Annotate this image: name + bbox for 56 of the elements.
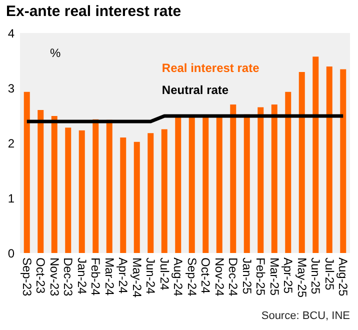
bar bbox=[51, 116, 58, 253]
bar bbox=[188, 116, 195, 253]
y-tick-label: 4 bbox=[8, 26, 15, 40]
bar bbox=[78, 130, 85, 253]
bar bbox=[120, 138, 126, 253]
x-tick-label: Aug-24 bbox=[171, 258, 186, 297]
y-axis-title: % bbox=[50, 46, 61, 60]
y-tick-label: 1 bbox=[8, 192, 15, 206]
source-note: Source: BCU, INE bbox=[260, 310, 350, 322]
y-tick-label: 3 bbox=[8, 82, 15, 96]
series-label: Neutral rate bbox=[162, 83, 229, 97]
x-tick-label: Oct-23 bbox=[34, 258, 48, 294]
bar bbox=[92, 119, 99, 253]
x-tick-label: Nov-24 bbox=[212, 258, 226, 297]
x-tick-label: Dec-23 bbox=[61, 258, 76, 297]
bar bbox=[340, 69, 346, 253]
x-tick-label: Dec-24 bbox=[226, 258, 240, 297]
x-tick-label: Aug-25 bbox=[336, 258, 350, 297]
bar bbox=[326, 66, 332, 253]
bar bbox=[202, 116, 209, 253]
x-tick-label: Jul-25 bbox=[322, 258, 336, 291]
bar bbox=[134, 142, 140, 253]
bar bbox=[285, 92, 292, 253]
bar bbox=[230, 104, 236, 253]
x-tick-label: Nov-23 bbox=[47, 258, 62, 297]
bar bbox=[216, 116, 222, 253]
text: Real interest rate bbox=[162, 61, 260, 75]
bar bbox=[175, 116, 182, 253]
bar bbox=[258, 107, 264, 253]
x-tick-label: Apr-25 bbox=[281, 258, 296, 294]
x-tick-label: Jun-24 bbox=[144, 258, 158, 295]
y-tick-label: 0 bbox=[8, 246, 15, 260]
x-tick-label: Feb-25 bbox=[254, 258, 268, 296]
x-tick-label: Jan-25 bbox=[240, 258, 254, 295]
x-tick-label: Sep-24 bbox=[184, 258, 199, 297]
x-tick-label: Apr-24 bbox=[116, 258, 130, 294]
bar bbox=[65, 128, 72, 253]
bar bbox=[271, 104, 278, 253]
x-tick-label: Oct-24 bbox=[198, 258, 213, 294]
y-tick-label: 2 bbox=[8, 136, 15, 150]
bar bbox=[24, 92, 30, 253]
x-tick-label: Jul-24 bbox=[157, 258, 172, 291]
bar bbox=[148, 133, 154, 253]
x-tick-label: May-24 bbox=[130, 258, 144, 298]
x-tick-label: Jan-24 bbox=[74, 258, 89, 295]
bar bbox=[161, 129, 168, 253]
x-tick-label: Sep-23 bbox=[20, 258, 34, 297]
bar bbox=[312, 56, 319, 253]
x-tick-label: Mar-24 bbox=[102, 258, 116, 296]
x-tick-label: Mar-25 bbox=[267, 258, 282, 296]
x-tick-label: May-25 bbox=[294, 258, 309, 298]
x-tick-label: Jun-25 bbox=[308, 258, 323, 295]
bar bbox=[38, 110, 44, 253]
x-tick-label: Feb-24 bbox=[88, 258, 103, 296]
bar bbox=[298, 72, 305, 253]
chart-title: Ex-ante real interest rate bbox=[6, 3, 182, 20]
